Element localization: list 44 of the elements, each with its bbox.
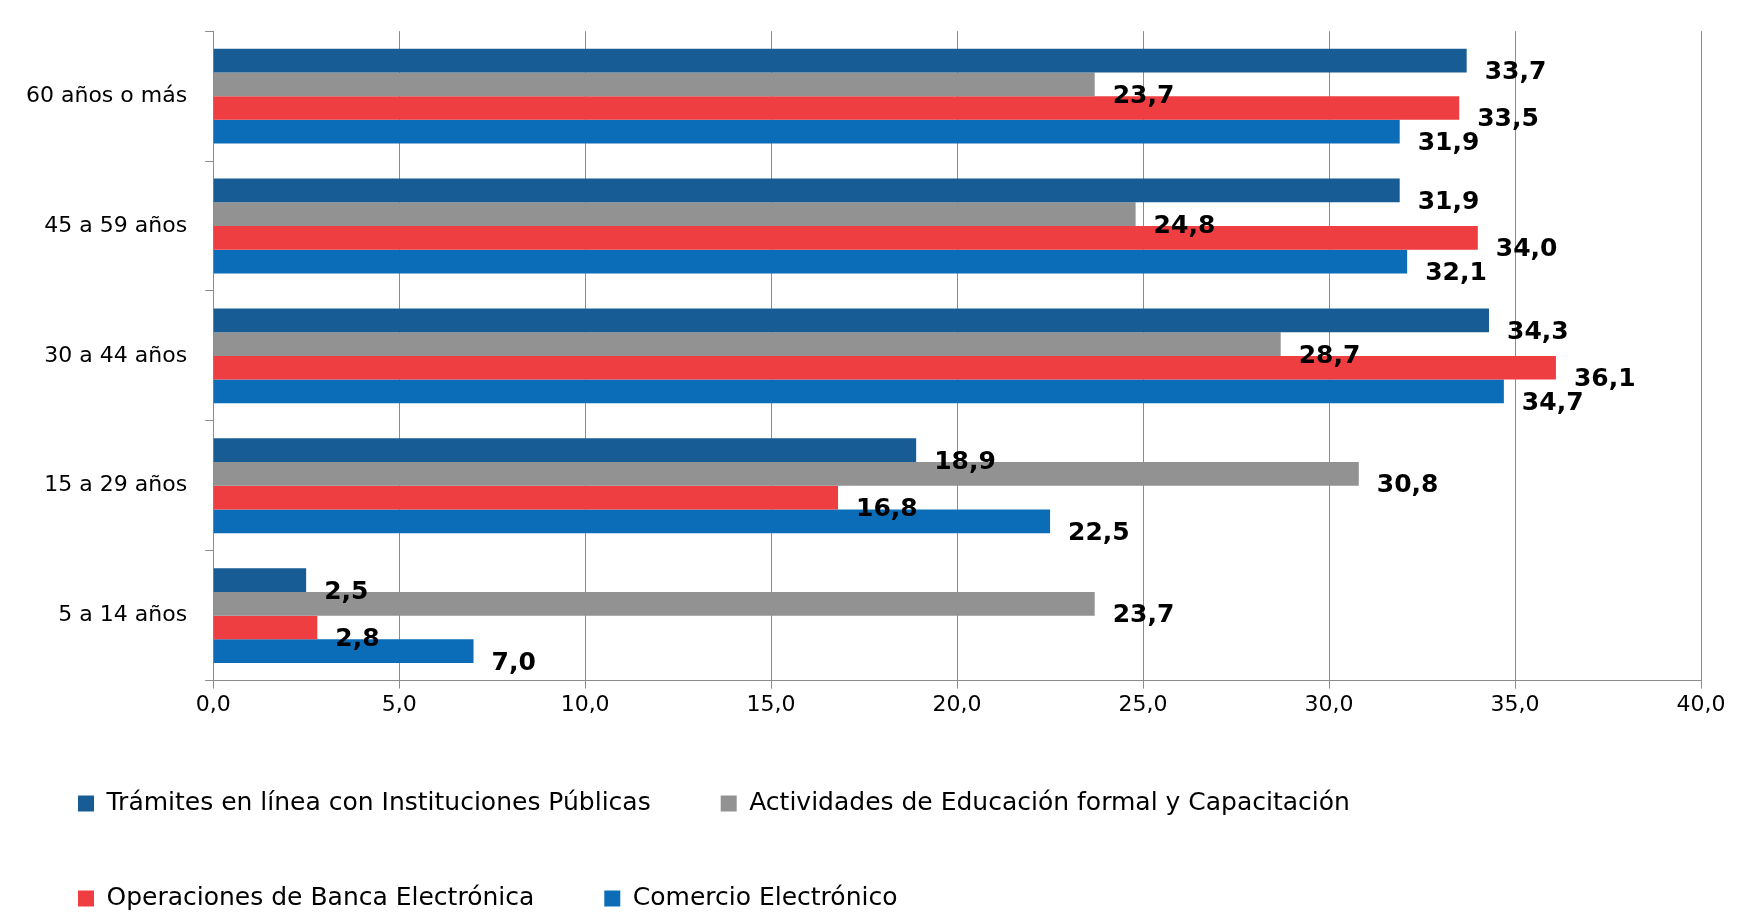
data-label: 31,9 xyxy=(1417,127,1480,157)
bar xyxy=(213,119,1400,144)
data-label: 18,9 xyxy=(934,445,996,475)
legend-label: Comercio Electrónico xyxy=(632,882,898,911)
bar xyxy=(213,615,318,640)
x-tick-label: 15,0 xyxy=(746,690,796,716)
bar xyxy=(213,438,917,463)
x-tick-label: 40,0 xyxy=(1676,690,1726,716)
y-tick-label: 5 a 14 años xyxy=(58,601,188,627)
y-tick-label: 60 años o más xyxy=(26,81,188,107)
x-tick-label: 5,0 xyxy=(381,690,417,716)
x-tick-label: 30,0 xyxy=(1304,690,1354,716)
data-label: 34,0 xyxy=(1495,233,1558,263)
bar xyxy=(213,308,1489,333)
bar xyxy=(213,332,1281,356)
bar xyxy=(213,202,1136,227)
data-label: 33,5 xyxy=(1477,103,1539,133)
bar xyxy=(213,485,839,510)
bar xyxy=(213,178,1400,203)
data-label: 2,5 xyxy=(324,575,369,605)
bar xyxy=(213,72,1095,97)
bar xyxy=(213,48,1467,73)
data-label: 22,5 xyxy=(1068,516,1130,546)
data-label: 30,8 xyxy=(1376,469,1439,499)
data-label: 32,1 xyxy=(1425,257,1487,287)
legend-label: Actividades de Educación formal y Capacitación xyxy=(749,787,1350,816)
x-tick-label: 10,0 xyxy=(560,690,610,716)
data-label: 31,9 xyxy=(1417,185,1480,215)
x-tick-label: 0,0 xyxy=(195,690,231,716)
y-tick-label: 45 a 59 años xyxy=(44,211,188,237)
bar xyxy=(213,379,1504,404)
y-tick-label: 15 a 29 años xyxy=(44,471,188,497)
y-tick-label: 30 a 44 años xyxy=(44,341,188,367)
x-tick-label: 20,0 xyxy=(932,690,982,716)
legend-label: Trámites en línea con Instituciones Públicas xyxy=(105,787,651,816)
bar xyxy=(213,568,307,592)
data-label: 7,0 xyxy=(491,646,536,676)
legend-label: Operaciones de Banca Electrónica xyxy=(106,882,535,911)
data-label: 33,7 xyxy=(1484,56,1547,86)
data-label: 34,3 xyxy=(1506,315,1569,345)
data-label: 23,7 xyxy=(1112,599,1175,629)
x-tick-label: 35,0 xyxy=(1490,690,1540,716)
bar xyxy=(213,249,1408,274)
x-tick-label: 25,0 xyxy=(1118,690,1168,716)
